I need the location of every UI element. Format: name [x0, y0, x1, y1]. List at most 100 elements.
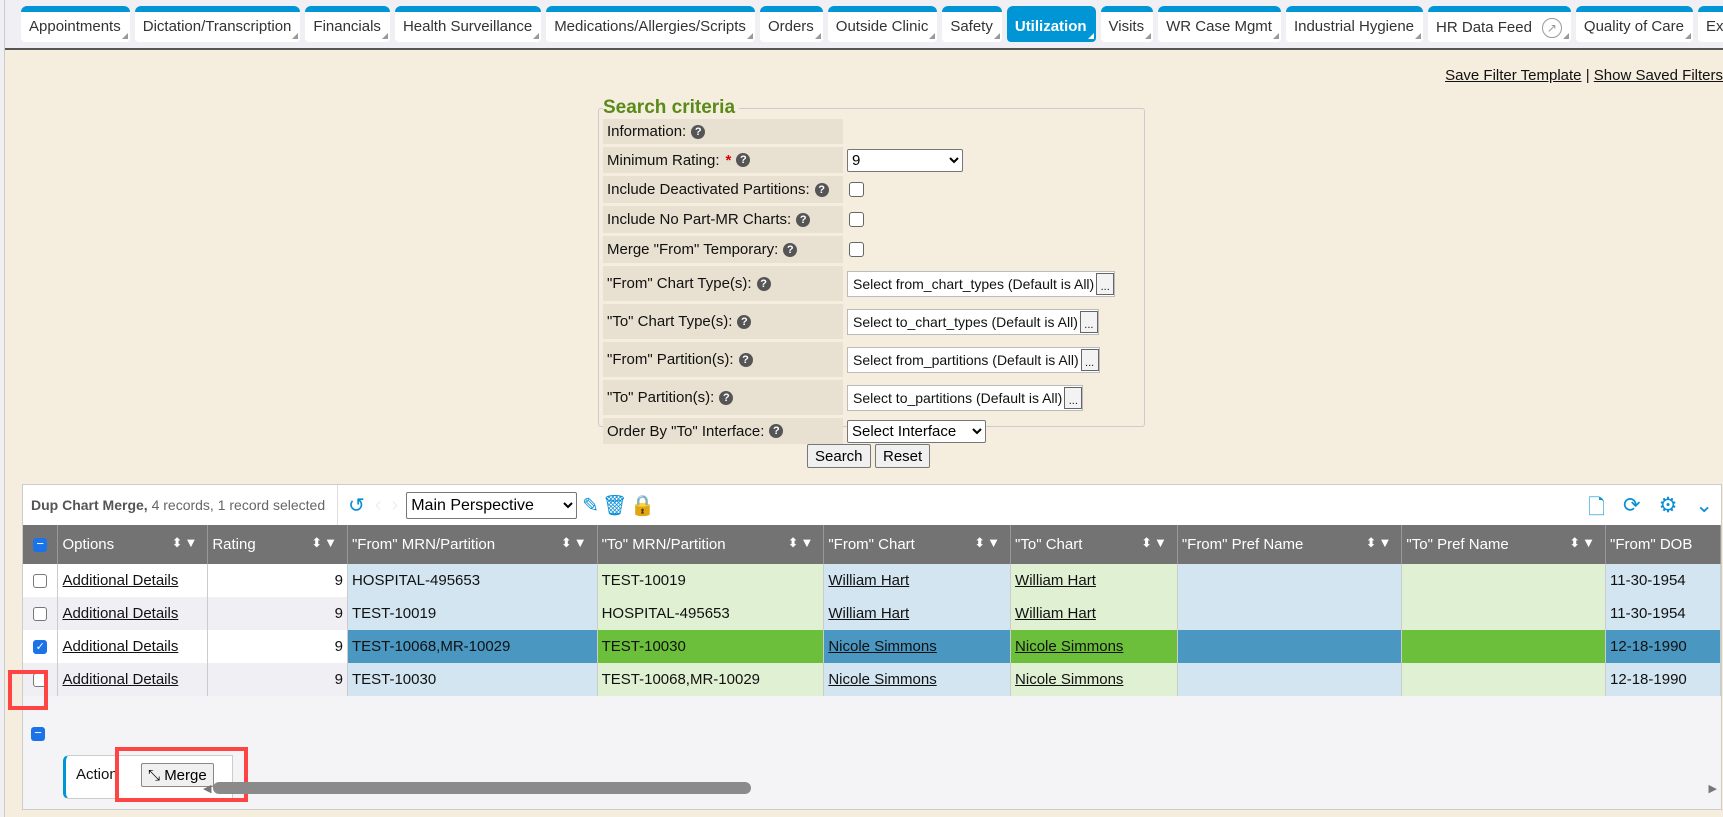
- collapse-actions-toggle[interactable]: −: [31, 726, 45, 741]
- help-icon[interactable]: ?: [783, 242, 798, 257]
- refresh-icon[interactable]: ⟳: [1622, 494, 1641, 517]
- row-checkbox[interactable]: [33, 606, 48, 621]
- help-icon[interactable]: ?: [691, 124, 706, 139]
- tab-dictation-transcription[interactable]: Dictation/Transcription: [134, 6, 301, 42]
- help-icon[interactable]: ?: [738, 352, 753, 367]
- tab-outside-clinic[interactable]: Outside Clinic: [827, 6, 938, 42]
- to-chart-link[interactable]: William Hart: [1015, 605, 1096, 622]
- column-header[interactable]: "From" DOB: [1605, 525, 1721, 564]
- help-icon[interactable]: ?: [796, 212, 811, 227]
- to-partitions-picker[interactable]: Select to_partitions (Default is All)...: [847, 384, 1084, 411]
- tab-health-surveillance[interactable]: Health Surveillance: [394, 6, 542, 42]
- tab-wr-case-mgmt[interactable]: WR Case Mgmt: [1158, 6, 1281, 42]
- select-all-header[interactable]: −: [23, 525, 59, 564]
- reset-button[interactable]: Reset: [875, 444, 931, 468]
- tab-industrial-hygiene[interactable]: Industrial Hygiene: [1285, 6, 1424, 42]
- table-row[interactable]: Additional Details 9 TEST-10019 HOSPITAL-49…: [23, 597, 1721, 630]
- tab-label: WR Case Mgmt: [1166, 18, 1272, 35]
- row-checkbox[interactable]: [33, 573, 48, 588]
- order-by-interface-select[interactable]: Select Interface: [847, 419, 986, 443]
- column-header[interactable]: Options ⬍▼: [57, 525, 209, 564]
- show-saved-filters-link[interactable]: Show Saved Filters: [1593, 67, 1723, 84]
- column-header[interactable]: Rating ⬍▼: [207, 525, 348, 564]
- sort-filter-icon[interactable]: ⬍▼: [1569, 535, 1598, 550]
- to-chart-types-picker[interactable]: Select to_chart_types (Default is All)..…: [847, 308, 1099, 335]
- from-partitions-picker[interactable]: Select from_partitions (Default is All).…: [847, 346, 1100, 373]
- merge-temporary-checkbox[interactable]: [849, 242, 864, 257]
- search-criteria-title: Search criteria: [603, 97, 736, 118]
- column-header[interactable]: "From" MRN/Partition ⬍▼: [347, 525, 598, 564]
- help-icon[interactable]: ?: [736, 153, 751, 167]
- horizontal-scrollbar[interactable]: [213, 782, 751, 794]
- column-header[interactable]: "To" Chart ⬍▼: [1010, 525, 1178, 564]
- prev-icon[interactable]: ‹: [374, 493, 382, 516]
- help-icon[interactable]: ?: [719, 390, 734, 405]
- tab-quality-of-care[interactable]: Quality of Care: [1575, 6, 1693, 42]
- from-chart-link[interactable]: Nicole Simmons: [828, 638, 937, 655]
- sort-filter-icon[interactable]: ⬍▼: [171, 535, 200, 550]
- column-header[interactable]: "To" MRN/Partition ⬍▼: [597, 525, 825, 564]
- select-all-checkbox[interactable]: −: [33, 537, 48, 552]
- column-header[interactable]: "From" Chart ⬍▼: [823, 525, 1012, 564]
- table-row[interactable]: ✓ Additional Details 9 TEST-10068,MR-10029 T…: [23, 630, 1721, 663]
- include-deactivated-checkbox[interactable]: [849, 182, 864, 197]
- to-chart-link[interactable]: Nicole Simmons: [1015, 638, 1124, 655]
- save-filter-template-link[interactable]: Save Filter Template: [1445, 67, 1582, 84]
- perspective-select[interactable]: Main Perspective: [406, 491, 578, 519]
- tab-medications-allergies-scripts[interactable]: Medications/Allergies/Scripts: [546, 6, 755, 42]
- browse-button[interactable]: ...: [1080, 348, 1099, 371]
- scroll-left-arrow[interactable]: ◀: [203, 783, 212, 795]
- tab-orders[interactable]: Orders: [759, 6, 823, 42]
- export-document-icon[interactable]: 🗋: [1588, 496, 1605, 519]
- options-link[interactable]: Additional Details: [62, 572, 179, 589]
- table-row[interactable]: Additional Details 9 TEST-10030 TEST-10068,…: [23, 663, 1721, 696]
- tab-visits[interactable]: Visits: [1100, 6, 1154, 42]
- next-icon[interactable]: ›: [391, 493, 399, 516]
- to-chart-link[interactable]: Nicole Simmons: [1015, 671, 1124, 688]
- from-chart-link[interactable]: William Hart: [828, 605, 910, 622]
- scroll-right-arrow[interactable]: ▶: [1708, 783, 1717, 795]
- table-row[interactable]: Additional Details 9 HOSPITAL-495653 TEST-1…: [23, 564, 1721, 597]
- browse-button[interactable]: ...: [1079, 310, 1098, 333]
- gear-icon[interactable]: ⚙: [1658, 494, 1678, 517]
- from-chart-link[interactable]: Nicole Simmons: [828, 671, 937, 688]
- tab-utilization[interactable]: Utilization: [1006, 6, 1096, 42]
- sort-filter-icon[interactable]: ⬍▼: [1365, 535, 1394, 550]
- tab-financials[interactable]: Financials: [305, 6, 390, 42]
- include-no-part-checkbox[interactable]: [849, 212, 864, 227]
- sort-filter-icon[interactable]: ⬍▼: [1141, 535, 1169, 550]
- help-icon[interactable]: ?: [737, 314, 752, 329]
- tab-execu[interactable]: Execu: [1697, 6, 1723, 42]
- column-header[interactable]: "From" Pref Name ⬍▼: [1177, 525, 1403, 564]
- tab-hr-data-feed[interactable]: HR Data Feed ↗: [1428, 6, 1571, 42]
- from-chart-link[interactable]: William Hart: [828, 572, 910, 589]
- column-header[interactable]: "To" Pref Name ⬍▼: [1401, 525, 1607, 564]
- search-button[interactable]: Search: [807, 444, 871, 468]
- chevron-down-icon[interactable]: ⌄: [1695, 494, 1713, 517]
- row-checkbox[interactable]: ✓: [33, 639, 48, 654]
- options-link[interactable]: Additional Details: [62, 605, 179, 622]
- minimum-rating-select[interactable]: 9: [847, 148, 963, 172]
- to-chart-link[interactable]: William Hart: [1015, 572, 1096, 589]
- help-icon[interactable]: ?: [814, 182, 829, 197]
- options-link[interactable]: Additional Details: [62, 671, 179, 688]
- from-chart-types-picker[interactable]: Select from_chart_types (Default is All)…: [847, 270, 1116, 297]
- sort-filter-icon[interactable]: ⬍▼: [787, 535, 816, 550]
- sort-filter-icon[interactable]: ⬍▼: [311, 535, 339, 550]
- options-link[interactable]: Additional Details: [62, 638, 179, 655]
- help-icon[interactable]: ?: [756, 276, 771, 291]
- browse-button[interactable]: ...: [1064, 386, 1083, 409]
- browse-button[interactable]: ...: [1096, 272, 1115, 295]
- pencil-icon[interactable]: ✎: [582, 494, 599, 517]
- lock-icon[interactable]: 🔒: [630, 494, 656, 517]
- external-link-icon[interactable]: ↗: [1541, 18, 1562, 38]
- grid-title: Dup Chart Merge,: [31, 497, 148, 513]
- tab-appointments[interactable]: Appointments: [21, 6, 130, 42]
- merge-button[interactable]: ⤡ Merge: [141, 763, 214, 787]
- undo-icon[interactable]: ↺: [348, 494, 365, 517]
- help-icon[interactable]: ?: [769, 424, 784, 438]
- sort-filter-icon[interactable]: ⬍▼: [974, 535, 1003, 550]
- trash-icon[interactable]: 🗑: [601, 494, 628, 517]
- tab-safety[interactable]: Safety: [942, 6, 1002, 42]
- sort-filter-icon[interactable]: ⬍▼: [560, 535, 589, 550]
